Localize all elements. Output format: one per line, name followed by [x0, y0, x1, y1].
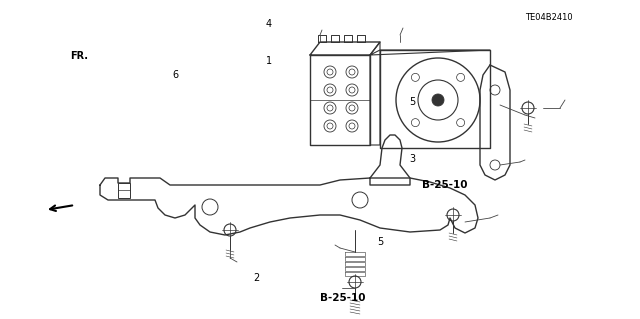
Text: 6: 6: [173, 70, 179, 80]
Text: 5: 5: [378, 237, 384, 248]
Text: 5: 5: [410, 97, 416, 107]
Text: B-25-10: B-25-10: [320, 293, 365, 303]
Text: 3: 3: [410, 154, 416, 165]
Bar: [118, 183, 130, 198]
Text: 4: 4: [266, 19, 272, 29]
Text: FR.: FR.: [70, 51, 88, 61]
Circle shape: [432, 94, 444, 106]
Text: 1: 1: [266, 56, 272, 66]
Text: 2: 2: [253, 272, 259, 283]
Text: TE04B2410: TE04B2410: [525, 13, 572, 22]
Text: B-25-10: B-25-10: [422, 180, 468, 190]
